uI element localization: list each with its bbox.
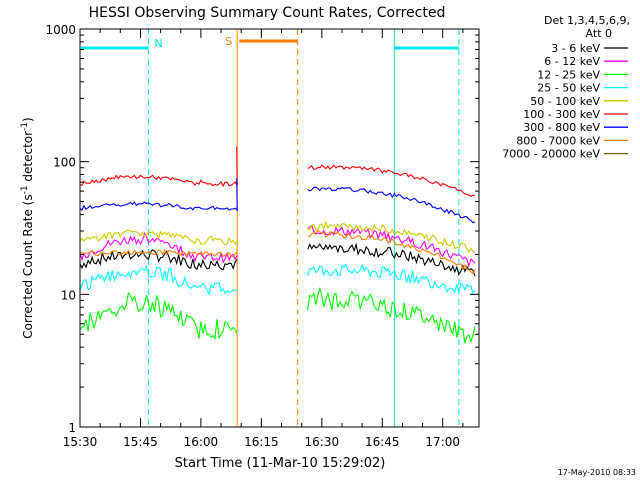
series-line-7-segment-2 <box>307 229 476 274</box>
x-tick-label: 17:00 <box>425 435 460 449</box>
chart-title: HESSI Observing Summary Count Rates, Cor… <box>89 5 446 21</box>
y-tick-label: 1 <box>68 421 76 435</box>
y-tick-label: 10 <box>61 288 76 302</box>
series-line-2-segment-1 <box>79 291 238 341</box>
timestamp: 17-May-2010 08:33 <box>558 468 636 477</box>
series-line-4-segment-1 <box>79 229 238 246</box>
legend-label-4: 50 - 100 keV <box>530 95 600 108</box>
x-axis-label: Start Time (11-Mar-10 15:29:02) <box>175 456 386 471</box>
legend-label-3: 25 - 50 keV <box>537 82 600 95</box>
axes-layer: 15:30 15:45 16:00 16:15 16:30 16:45 17:00 1 10 10… <box>45 23 479 449</box>
x-tick-label: 16:00 <box>184 435 219 449</box>
series-line-2-segment-2 <box>307 287 476 344</box>
legend-label-0: 3 - 6 keV <box>551 42 600 55</box>
night-label: N <box>155 37 163 50</box>
legend-label-8: 7000 - 20000 keV <box>502 148 600 161</box>
x-tick-label: 15:45 <box>123 435 158 449</box>
series-line-5-segment-2 <box>307 164 476 197</box>
x-tick-label: 15:30 <box>63 435 98 449</box>
legend-header-line-2: Att 0 <box>586 27 612 40</box>
series-line-3-segment-2 <box>307 263 476 295</box>
legend-label-7: 800 - 7000 keV <box>516 134 600 147</box>
series-line-6-segment-2 <box>307 186 476 224</box>
x-tick-label: 16:15 <box>244 435 279 449</box>
series-line-4-segment-2 <box>307 220 476 254</box>
legend-header-line-1: Det 1,3,4,5,6,9, <box>544 14 630 27</box>
legend-label-2: 12 - 25 keV <box>537 68 600 81</box>
plot-frame <box>79 28 480 428</box>
legend-label-5: 100 - 300 keV <box>523 108 600 121</box>
series-line-3-segment-1 <box>79 265 238 296</box>
legend-label-6: 300 - 800 keV <box>523 121 600 134</box>
series-line-6-segment-1 <box>79 178 238 212</box>
series-line-0-segment-1 <box>79 249 238 271</box>
y-axis-label: Corrected Count Rate (s-1 detector-1) <box>20 117 35 338</box>
saa-label: S <box>225 35 232 48</box>
x-tick-label: 16:30 <box>305 435 340 449</box>
series-line-0-segment-2 <box>307 242 476 277</box>
legend-label-1: 6 - 12 keV <box>544 55 600 68</box>
y-tick-label: 1000 <box>45 23 76 37</box>
series-line-1-segment-2 <box>307 224 476 268</box>
series-line-5-segment-1 <box>79 146 238 188</box>
x-tick-label: 16:45 <box>365 435 400 449</box>
y-tick-label: 100 <box>53 156 76 170</box>
series-line-7-segment-1 <box>79 248 238 258</box>
